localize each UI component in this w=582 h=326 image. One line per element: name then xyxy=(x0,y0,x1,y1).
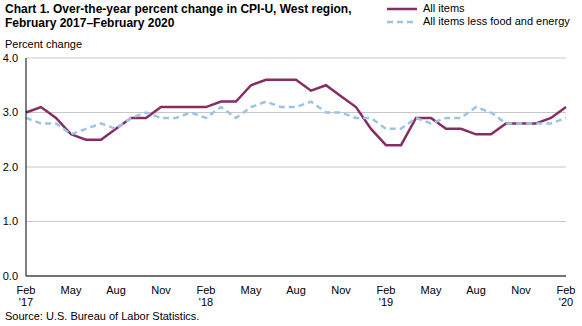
svg-text:1.0: 1.0 xyxy=(8,215,18,227)
html-text:Source: U.S. Bureau of Labor S: Source: U.S. Bureau of Labor Statistics. xyxy=(5,310,200,322)
svg-text:Feb'17: Feb'17 xyxy=(17,284,36,308)
svg-text:Nov: Nov xyxy=(331,284,351,296)
html-text:All items: All items xyxy=(423,2,465,14)
html-text:All items less food and energy: All items less food and energy xyxy=(423,15,570,27)
svg-text:Feb'18: Feb'18 xyxy=(197,284,216,308)
svg-text:3.0: 3.0 xyxy=(8,106,18,118)
html-text:Percent change: Percent change xyxy=(5,38,83,50)
svg-text:2.0: 2.0 xyxy=(8,161,18,173)
svg-text:4.0: 4.0 xyxy=(8,52,18,64)
svg-text:Aug: Aug xyxy=(106,284,126,296)
svg-text:Feb'20: Feb'20 xyxy=(557,284,574,308)
svg-text:Feb'19: Feb'19 xyxy=(377,284,396,308)
svg-text:Aug: Aug xyxy=(286,284,306,296)
svg-text:May: May xyxy=(61,284,82,296)
svg-text:0.0: 0.0 xyxy=(8,270,18,282)
svg-text:Aug: Aug xyxy=(466,284,486,296)
svg-text:May: May xyxy=(241,284,262,296)
svg-text:Nov: Nov xyxy=(511,284,531,296)
html-text:Chart 1. Over-the-year percent: Chart 1. Over-the-year percent change in… xyxy=(5,2,352,30)
svg-text:Nov: Nov xyxy=(151,284,171,296)
svg-text:May: May xyxy=(421,284,442,296)
